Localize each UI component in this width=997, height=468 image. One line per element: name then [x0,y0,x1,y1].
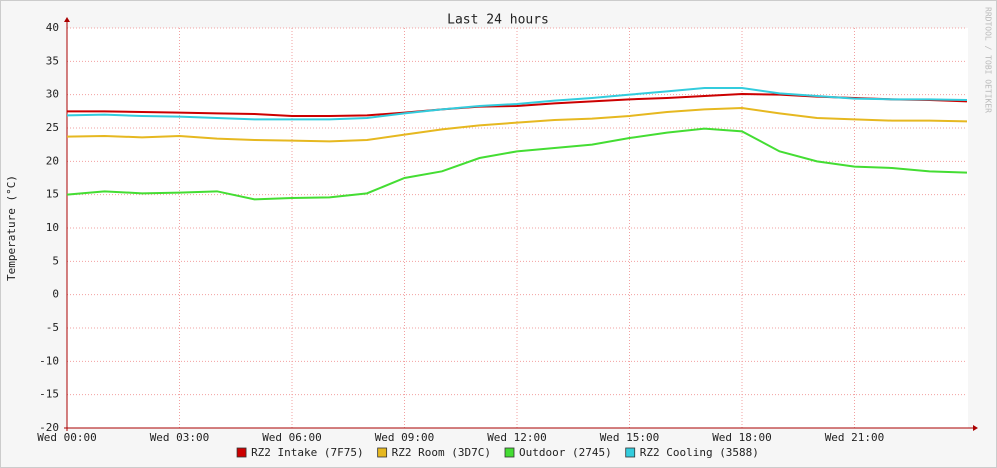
chart-title: Last 24 hours [447,13,549,28]
y-tick-label: -15 [39,388,59,401]
legend-label: Outdoor (2745) [519,446,612,459]
x-tick-label: Wed 03:00 [150,431,210,444]
y-tick-label: 25 [46,121,59,134]
x-tick-label: Wed 12:00 [487,431,547,444]
legend-swatch [625,447,636,458]
y-tick-label: -20 [39,421,59,434]
series-line [66,127,968,201]
legend-swatch [377,447,388,458]
x-tick-label: Wed 15:00 [600,431,660,444]
legend-label: RZ2 Intake (7F75) [251,446,364,459]
y-tick-label: -10 [39,354,59,367]
watermark: RRDTOOL / TOBI OETIKER [984,7,993,113]
series-line [66,106,968,143]
y-tick-label: 40 [46,21,59,34]
x-tick-label: Wed 06:00 [262,431,322,444]
y-tick-label: 0 [52,288,59,301]
y-tick-label: 35 [46,54,59,67]
axis-arrow [973,425,978,431]
y-tick-label: 30 [46,88,59,101]
legend-label: RZ2 Room (3D7C) [392,446,491,459]
x-tick-label: Wed 21:00 [825,431,885,444]
y-axis-label: Temperature (°C) [5,175,18,281]
series-line [66,87,968,121]
legend-swatch [236,447,247,458]
legend-swatch [504,447,515,458]
y-tick-label: -5 [46,321,59,334]
x-tick-label: Wed 18:00 [712,431,772,444]
y-tick-label: 20 [46,154,59,167]
y-tick-label: 10 [46,221,59,234]
y-tick-label: 5 [52,254,59,267]
legend-label: RZ2 Cooling (3588) [640,446,759,459]
axis-arrow [64,17,70,22]
y-tick-label: 15 [46,188,59,201]
x-tick-label: Wed 00:00 [37,431,97,444]
x-tick-label: Wed 09:00 [375,431,435,444]
